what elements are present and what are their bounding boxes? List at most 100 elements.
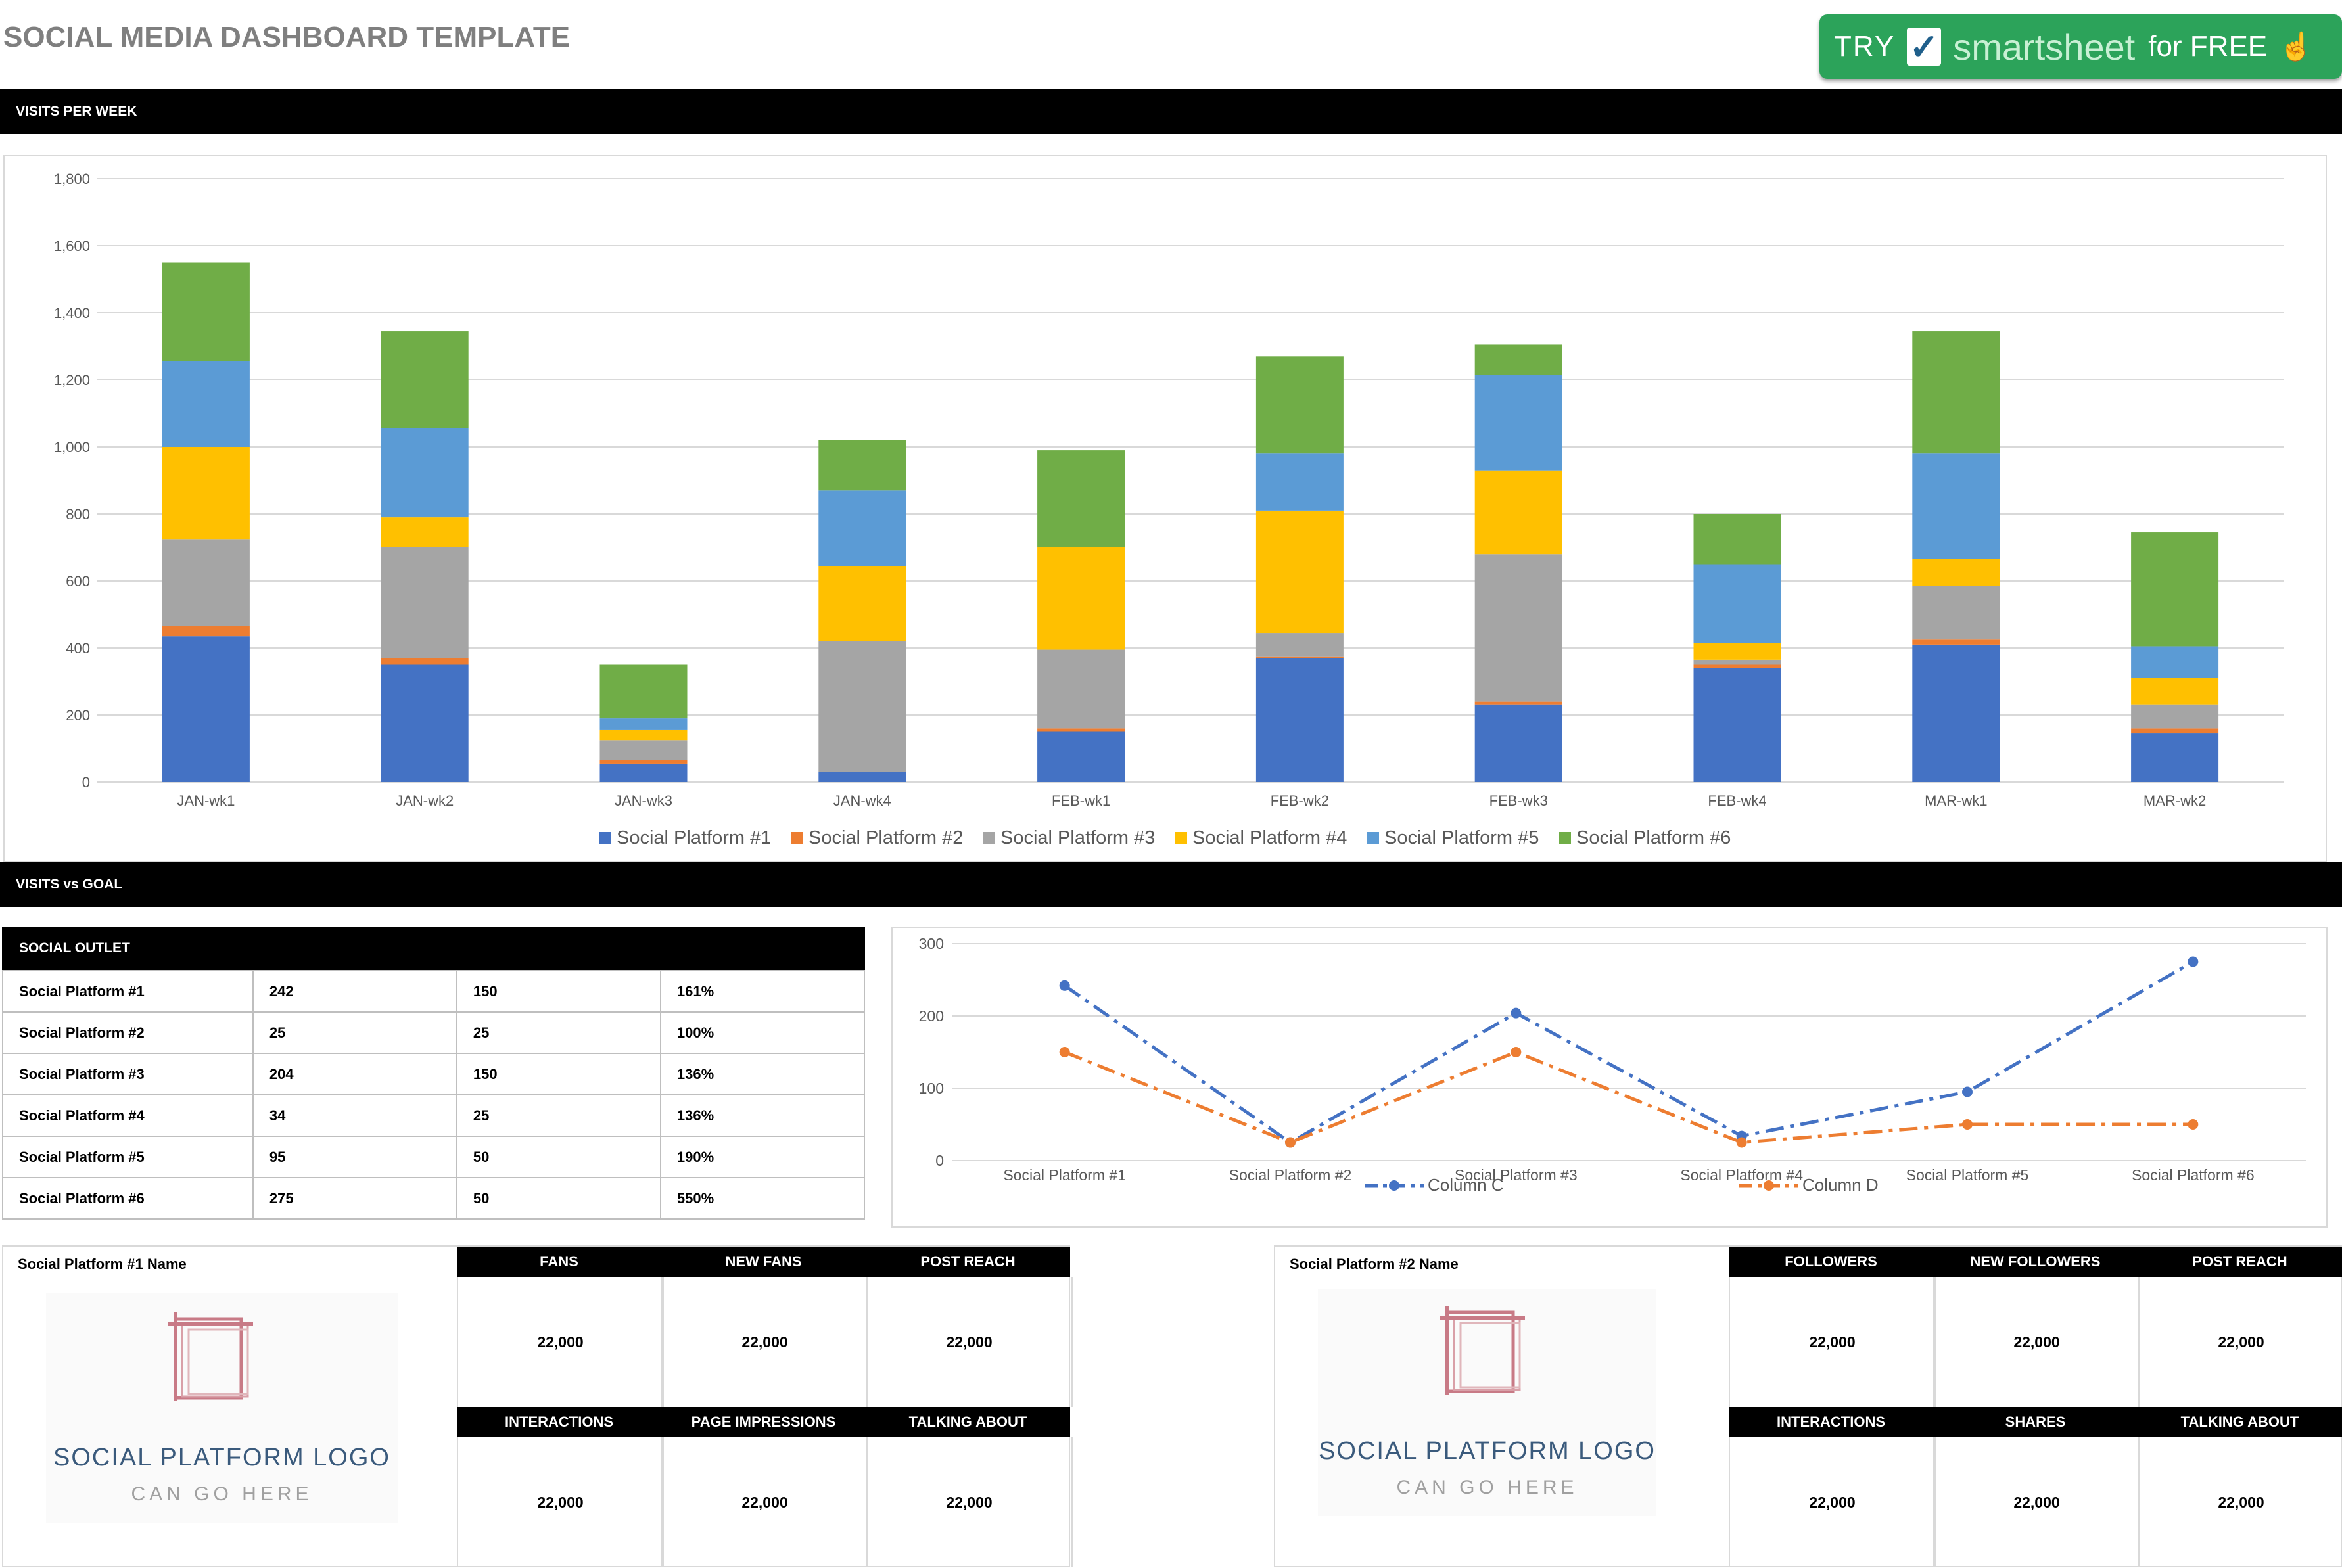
data-point xyxy=(1511,1047,1522,1057)
x-tick-label: Social Platform #4 xyxy=(1680,1166,1803,1184)
legend-marker xyxy=(1389,1180,1399,1191)
bar-segment xyxy=(162,361,250,447)
bar-segment xyxy=(2131,646,2219,678)
bar-segment xyxy=(1255,633,1344,657)
bar-segment xyxy=(162,636,250,782)
outlet-platform-name: Social Platform #6 xyxy=(2,1177,254,1220)
metric-value: 22,000 xyxy=(1729,1277,1936,1407)
metric-label: TALKING ABOUT xyxy=(2138,1407,2342,1437)
data-point xyxy=(1736,1137,1747,1148)
metric-value: 22,000 xyxy=(866,1277,1073,1407)
bar-segment xyxy=(599,740,688,760)
table-row: Social Platform #2 25 25 100% xyxy=(2,1011,866,1054)
x-tick-label: FEB-wk1 xyxy=(1052,793,1110,809)
metric-value: 22,000 xyxy=(866,1437,1073,1567)
section-title: VISITS vs GOAL xyxy=(16,877,123,892)
cta-brand-label: smartsheet xyxy=(1953,26,2136,68)
metric-label: SHARES xyxy=(1933,1407,2138,1437)
platform-2-logo-title: SOCIAL PLATFORM LOGO xyxy=(1319,1437,1656,1465)
x-tick-label: FEB-wk4 xyxy=(1708,793,1766,809)
metric-label: INTERACTIONS xyxy=(457,1407,661,1437)
bar-segment xyxy=(1474,344,1562,375)
outlet-goal: 50 xyxy=(456,1177,661,1220)
metric-label: INTERACTIONS xyxy=(1729,1407,1933,1437)
bar-segment xyxy=(381,331,469,428)
platform-1-panel: Social Platform #1 Name SOCIAL PLATFORM … xyxy=(2,1245,1073,1567)
y-tick-label: 1,400 xyxy=(54,305,90,321)
outlet-platform-name: Social Platform #5 xyxy=(2,1136,254,1178)
outlet-percent: 550% xyxy=(659,1177,866,1220)
bar-segment xyxy=(1474,470,1562,555)
checkmark-icon: ✓ xyxy=(1907,28,1942,67)
metric-value: 22,000 xyxy=(2138,1277,2342,1407)
x-tick-label: JAN-wk3 xyxy=(615,793,672,809)
outlet-platform-name: Social Platform #2 xyxy=(2,1011,254,1054)
bar-segment xyxy=(818,566,906,641)
platform-2-logo-placeholder: SOCIAL PLATFORM LOGO CAN GO HERE xyxy=(1318,1289,1656,1516)
legend-swatch xyxy=(599,832,611,844)
bar-segment xyxy=(1693,668,1781,782)
bar-segment xyxy=(162,447,250,540)
bar-segment xyxy=(1255,453,1344,511)
bar-segment xyxy=(2131,704,2219,729)
metric-value: 22,000 xyxy=(1933,1437,2140,1567)
bar-segment xyxy=(1912,586,2000,640)
bar-segment xyxy=(1912,639,2000,645)
y-tick-label: 1,000 xyxy=(54,439,90,455)
legend-label: Social Platform #4 xyxy=(1192,827,1347,848)
x-tick-label: Social Platform #3 xyxy=(1455,1166,1578,1184)
bar-segment xyxy=(381,658,469,665)
try-smartsheet-button[interactable]: TRY ✓ smartsheet for FREE ☝ xyxy=(1819,14,2342,79)
legend-swatch xyxy=(1367,832,1379,844)
data-point xyxy=(1962,1086,1973,1097)
outlet-visits: 204 xyxy=(252,1053,457,1095)
legend-label: Social Platform #1 xyxy=(617,827,771,848)
bar-segment xyxy=(1255,510,1344,634)
outlet-visits: 25 xyxy=(252,1011,457,1054)
outlet-goal: 50 xyxy=(456,1136,661,1178)
y-tick-label: 1,600 xyxy=(54,238,90,254)
y-tick-label: 0 xyxy=(935,1152,944,1169)
metric-value: 22,000 xyxy=(661,1437,868,1567)
social-outlet-title: SOCIAL OUTLET xyxy=(19,940,130,956)
bar-segment xyxy=(1037,731,1125,782)
x-tick-label: MAR-wk2 xyxy=(2143,793,2206,809)
bar-segment xyxy=(1474,554,1562,702)
bar-segment xyxy=(1693,643,1781,660)
outlet-percent: 100% xyxy=(659,1011,866,1054)
table-row: Social Platform #3 204 150 136% xyxy=(2,1053,866,1095)
metric-value: 22,000 xyxy=(1729,1437,1936,1567)
bar-segment xyxy=(381,547,469,658)
data-point xyxy=(2188,956,2199,967)
bar-segment xyxy=(1037,547,1125,650)
bar-segment xyxy=(599,718,688,730)
bar-segment xyxy=(381,664,469,782)
platform-1-logo-subtitle: CAN GO HERE xyxy=(131,1483,313,1505)
cta-try-label: TRY xyxy=(1834,30,1896,62)
bar-segment xyxy=(599,763,688,782)
outlet-visits: 242 xyxy=(252,970,457,1013)
bar-segment xyxy=(162,262,250,361)
x-tick-label: Social Platform #5 xyxy=(1906,1166,2029,1184)
x-tick-label: Social Platform #2 xyxy=(1229,1166,1352,1184)
outlet-platform-name: Social Platform #3 xyxy=(2,1053,254,1095)
bar-segment xyxy=(1037,728,1125,732)
legend-marker xyxy=(1764,1180,1774,1191)
page-title: SOCIAL MEDIA DASHBOARD TEMPLATE xyxy=(3,21,571,53)
bar-segment xyxy=(1693,514,1781,565)
table-row: Social Platform #1 242 150 161% xyxy=(2,970,866,1013)
bar-segment xyxy=(1255,356,1344,454)
logo-frame-icon xyxy=(1440,1306,1525,1395)
outlet-visits: 95 xyxy=(252,1136,457,1178)
bar-segment xyxy=(2131,728,2219,734)
metric-value: 22,000 xyxy=(1933,1277,2140,1407)
series-line xyxy=(1064,1050,2193,1145)
section-header-visits-per-week: VISITS PER WEEK xyxy=(0,89,2342,134)
legend-label: Column D xyxy=(1802,1175,1879,1195)
bar-segment xyxy=(162,626,250,637)
metric-label: NEW FOLLOWERS xyxy=(1933,1247,2138,1277)
x-tick-label: FEB-wk2 xyxy=(1271,793,1329,809)
y-tick-label: 300 xyxy=(919,935,944,952)
legend-label: Social Platform #3 xyxy=(1000,827,1155,848)
data-point xyxy=(2188,1119,2199,1130)
